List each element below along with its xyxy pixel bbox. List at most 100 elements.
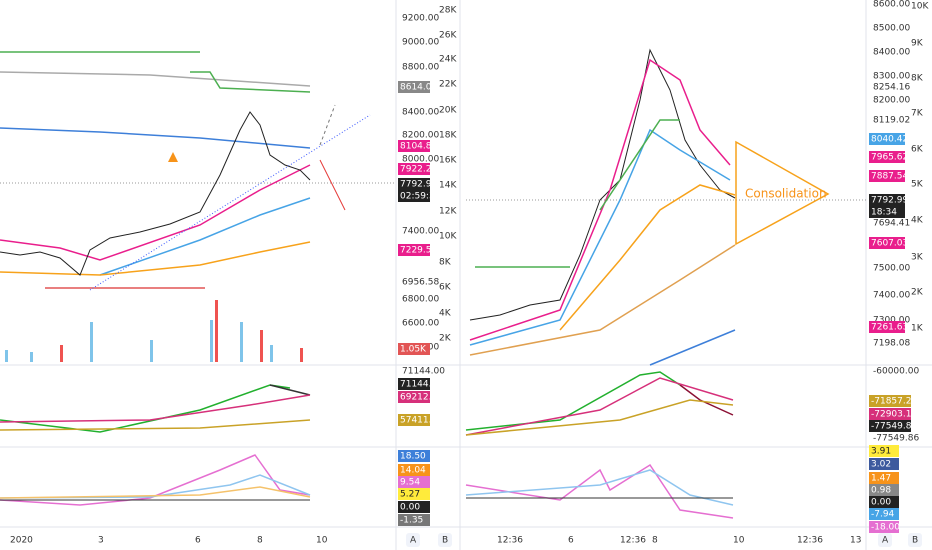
button-label[interactable]: A <box>410 536 417 546</box>
price-tag-bg <box>869 151 905 163</box>
price-label: 9200.00 <box>402 14 439 24</box>
price-tag: 14.04 <box>400 466 426 476</box>
axis-label: -60000.00 <box>873 367 919 377</box>
axis-label: 12K <box>439 207 457 217</box>
axis-label: 7198.08 <box>873 339 910 349</box>
price-tag: 8040.42 <box>871 135 908 145</box>
price-tag: 7607.03 <box>871 239 908 249</box>
price-tag-bg <box>398 501 430 513</box>
x-label: 12:36 <box>497 536 523 546</box>
x-label: 3 <box>98 536 104 546</box>
price-tag: 7922.28 <box>400 165 437 175</box>
button[interactable] <box>438 533 452 547</box>
x-label: 13 <box>850 536 861 546</box>
price-tag: 69212.53 <box>400 393 443 403</box>
price-tag-bg <box>869 170 905 182</box>
price-label: 6956.58 <box>402 278 439 288</box>
axis-label: 6K <box>439 283 452 293</box>
button-label[interactable]: B <box>912 536 918 546</box>
axis-label: 4K <box>439 309 452 319</box>
price-tag-bg <box>869 133 905 145</box>
price-tag: 0.00 <box>400 503 420 513</box>
axis-label: 2K <box>911 288 924 298</box>
price-tag-bg <box>398 414 430 426</box>
price-tag: -18.00 <box>871 523 900 533</box>
axis-label: 8300.00 <box>873 72 910 82</box>
axis-label: 8600.00 <box>873 0 910 10</box>
x-label: 12:36 <box>620 536 646 546</box>
price-tag-bg <box>869 321 905 333</box>
axis-label: 14K <box>439 181 457 191</box>
price-tag-bg <box>398 391 430 403</box>
button[interactable] <box>908 533 922 547</box>
price-tag-bg <box>869 395 911 407</box>
axis-label: 8254.16 <box>873 83 910 93</box>
axis-label: 28K <box>439 6 457 16</box>
price-label: 8800.00 <box>402 63 439 73</box>
price-label: 8400.00 <box>402 108 439 118</box>
axis-label: 18K <box>439 131 457 141</box>
axis-label: 20K <box>439 106 457 116</box>
axis-label: 24K <box>439 55 457 65</box>
axis-label: 7400.00 <box>873 291 910 301</box>
axis-label: 8K <box>439 258 452 268</box>
price-tag-bg <box>398 378 430 390</box>
price-tag-bg <box>398 514 430 526</box>
price-label: 8200.00 <box>402 131 439 141</box>
price-tag: 7887.54 <box>871 172 908 182</box>
price-tag: 8104.87 <box>400 142 437 152</box>
axis-label: 7300.00 <box>873 316 910 326</box>
price-tag: -7.94 <box>871 510 895 520</box>
price-tag-bg <box>869 420 911 432</box>
axis-label: 7K <box>911 109 924 119</box>
price-tag-bg <box>869 496 899 508</box>
axis-label: 5K <box>911 180 924 190</box>
price-tag-bg <box>398 464 430 476</box>
axis-label: 2K <box>439 334 452 344</box>
x-label: 10 <box>733 536 745 546</box>
price-tag: 7965.62 <box>871 153 908 163</box>
button-label[interactable]: B <box>442 536 448 546</box>
price-tag: 71144.00 <box>400 380 443 390</box>
axis-label: 26K <box>439 31 457 41</box>
axis-label: 10K <box>911 2 929 12</box>
button[interactable] <box>406 533 420 547</box>
price-tag-bg <box>398 450 430 462</box>
price-tag: 18:34 <box>871 208 897 218</box>
axis-label: 8119.02 <box>873 116 910 126</box>
price-label: 9000.00 <box>402 38 439 48</box>
x-label: 8 <box>257 536 263 546</box>
price-tag: 57411.54 <box>400 416 443 426</box>
axis-label: 1K <box>911 324 924 334</box>
price-tag: 7792.99 <box>400 180 437 190</box>
price-tag: 7261.63 <box>871 323 908 333</box>
annotation: Consolidation <box>745 187 827 201</box>
x-label: 12:36 <box>797 536 823 546</box>
button-label[interactable]: A <box>882 536 889 546</box>
axis-label: 9K <box>911 39 924 49</box>
axis-label: 8500.00 <box>873 24 910 34</box>
price-tag: 0.98 <box>871 486 891 496</box>
price-tag-bg <box>869 484 899 496</box>
axis-label: 8200.00 <box>873 96 910 106</box>
price-tag-bg <box>869 194 905 206</box>
price-label: 6600.00 <box>402 319 439 329</box>
axis-label: 16K <box>439 156 457 166</box>
price-tag: 3.91 <box>871 447 891 457</box>
x-label: 2020 <box>10 536 33 546</box>
axis-label: -77549.86 <box>873 434 919 444</box>
price-tag-bg <box>398 244 430 256</box>
labels: 9200.00 9000.00 8800.00 8400.00 8200.00 … <box>402 14 827 353</box>
price-tag-bg <box>869 237 905 249</box>
price-tag-bg <box>869 445 899 457</box>
price-tag: 9.54 <box>400 478 420 488</box>
price-tag: 8614.07 <box>400 83 437 93</box>
price-tag: 3.02 <box>871 460 891 470</box>
x-label: 6 <box>568 536 574 546</box>
price-tag: -77549.86 <box>871 422 917 432</box>
axis-label: 7500.00 <box>873 264 910 274</box>
price-tag: 1.05K <box>400 345 427 355</box>
price-label: 8000.00 <box>402 155 439 165</box>
button[interactable] <box>878 533 892 547</box>
x-label: 10 <box>316 536 328 546</box>
